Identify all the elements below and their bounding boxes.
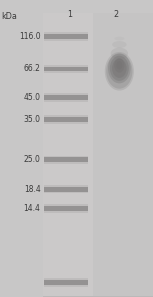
Bar	[43, 13, 93, 296]
Bar	[44, 34, 88, 39]
Bar	[44, 157, 88, 162]
Bar	[93, 13, 153, 296]
Bar	[44, 204, 88, 213]
Ellipse shape	[114, 58, 124, 73]
Ellipse shape	[112, 41, 127, 48]
Bar	[44, 115, 88, 124]
Text: 1: 1	[67, 10, 72, 19]
Ellipse shape	[116, 61, 122, 69]
Ellipse shape	[106, 54, 132, 89]
Text: 66.2: 66.2	[24, 64, 41, 73]
Text: 25.0: 25.0	[24, 155, 41, 164]
Text: 116.0: 116.0	[19, 32, 41, 41]
Text: kDa: kDa	[2, 12, 17, 21]
Bar	[44, 67, 88, 71]
Text: 45.0: 45.0	[24, 93, 41, 102]
Text: 14.4: 14.4	[24, 204, 41, 213]
Ellipse shape	[110, 56, 129, 81]
Bar	[44, 187, 88, 192]
Text: 2: 2	[113, 10, 118, 19]
Bar	[44, 117, 88, 122]
Bar	[44, 93, 88, 102]
Bar	[44, 206, 88, 211]
Ellipse shape	[105, 52, 134, 91]
Bar	[44, 279, 88, 287]
Bar	[44, 156, 88, 164]
Ellipse shape	[112, 59, 127, 78]
Bar	[44, 95, 88, 100]
Bar	[44, 32, 88, 40]
Ellipse shape	[111, 48, 128, 59]
Ellipse shape	[114, 37, 124, 41]
Bar	[44, 185, 88, 193]
Ellipse shape	[108, 53, 131, 83]
Bar	[44, 65, 88, 73]
Bar	[43, 13, 153, 296]
Bar	[44, 280, 88, 285]
Text: 35.0: 35.0	[24, 115, 41, 124]
Text: 18.4: 18.4	[24, 185, 41, 194]
